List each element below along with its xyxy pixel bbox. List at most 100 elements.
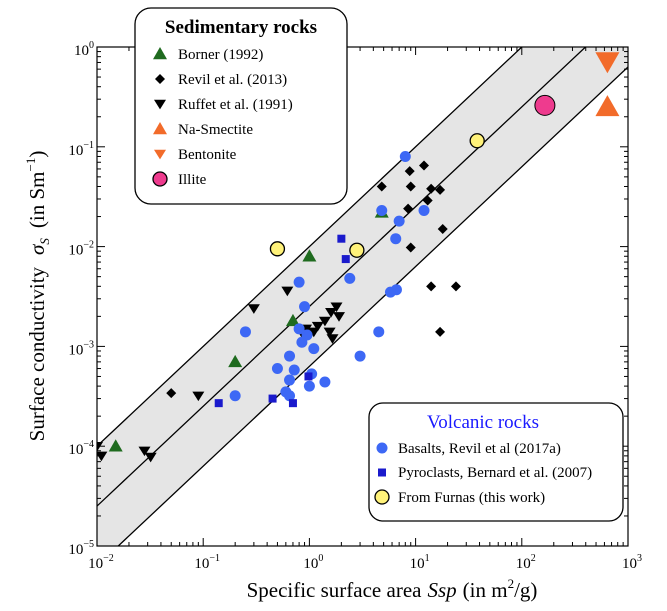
data-point — [293, 323, 305, 335]
legend-entry-na-smectite: Na-Smectite — [178, 122, 253, 138]
y-tick-label: 10−3 — [68, 339, 94, 358]
legend-marker — [374, 489, 390, 505]
series-ruffet-et-al-1991 — [97, 286, 346, 463]
data-point — [281, 286, 294, 297]
data-point — [304, 372, 313, 381]
data-point — [285, 313, 300, 327]
series-pyroclasts-bernard-et-al-2007 — [214, 234, 350, 408]
legend-volcanic-box — [368, 402, 624, 522]
legend-sedimentary-markers — [152, 47, 168, 187]
data-point — [333, 312, 346, 322]
y-tick-label: 100 — [74, 40, 94, 59]
legend-entry-illite: Illite — [178, 172, 207, 188]
legend-marker — [154, 99, 166, 110]
legend-volcanic: Volcanic rocks Basalts, Revil et al (201… — [368, 402, 624, 522]
data-point — [138, 446, 151, 457]
y-tick-label: 10−4 — [68, 439, 94, 458]
x-tick-label: 103 — [622, 553, 642, 572]
data-point — [404, 166, 415, 177]
data-point — [437, 224, 448, 235]
data-point — [318, 316, 331, 327]
data-point — [337, 234, 346, 243]
legend-entry-ruffet: Ruffet et al. (1991) — [178, 97, 293, 113]
data-point — [229, 390, 241, 402]
data-point — [214, 399, 223, 408]
series-from-furnas-this-work — [269, 133, 485, 258]
data-point — [284, 350, 296, 362]
data-point — [595, 95, 620, 117]
legend-marker — [376, 442, 388, 454]
data-point — [405, 242, 416, 253]
x-tick-labels: 10−2 10−1 100 101 102 103 — [88, 553, 642, 572]
legend-volcanic-markers — [374, 442, 390, 505]
data-point — [534, 94, 556, 116]
data-point — [307, 327, 320, 338]
data-point — [469, 133, 485, 149]
data-point — [239, 326, 251, 338]
legend-marker — [154, 149, 166, 160]
legend-marker — [153, 122, 167, 135]
plot-frame — [96, 46, 629, 547]
y-tick-label: 10−5 — [68, 539, 94, 558]
legend-marker — [378, 468, 386, 477]
legend-entry-revil-2013: Revil et al. (2013) — [178, 72, 287, 88]
data-point — [325, 308, 338, 318]
data-point — [450, 281, 461, 292]
legend-sedimentary: Sedimentary rocks Borner (1992) Revil et… — [134, 7, 348, 205]
y-axis-title: Surface conductivityσS(in Sm−1) — [23, 151, 52, 442]
data-point — [341, 255, 350, 264]
data-point — [311, 321, 324, 332]
data-point — [303, 380, 315, 392]
data-point — [269, 241, 286, 257]
data-point — [284, 374, 296, 386]
series-bentonite — [595, 52, 620, 74]
legend-entry-basalts: Basalts, Revil et al (2017a) — [398, 441, 561, 457]
data-point — [268, 394, 277, 403]
data-point — [192, 391, 205, 402]
data-point — [97, 451, 108, 462]
data-point — [108, 439, 123, 452]
series-basalts-revil-et-al-2017a — [229, 150, 430, 402]
legend-entry-borner: Borner (1992) — [178, 47, 263, 63]
legend-marker — [155, 74, 165, 84]
series-na-smectite — [595, 95, 620, 117]
x-tick-label: 10−1 — [194, 553, 220, 572]
data-point — [422, 195, 433, 206]
data-point — [319, 376, 331, 388]
data-point — [302, 249, 317, 262]
data-point — [426, 183, 437, 194]
data-point — [247, 304, 260, 314]
data-point — [399, 150, 411, 162]
legend-entry-furnas: From Furnas (this work) — [398, 490, 545, 506]
y-tick-label: 10−2 — [68, 240, 94, 259]
data-point — [376, 181, 387, 192]
data-point — [330, 302, 343, 313]
data-point — [284, 390, 296, 402]
series-revil-et-al-2013 — [166, 160, 461, 399]
legend-sedimentary-title: Sedimentary rocks — [165, 17, 317, 38]
x-axis-title: Specific surface area Ssp (in m2/g) — [247, 576, 538, 602]
data-point — [299, 301, 311, 313]
data-point — [323, 327, 336, 338]
confidence-band — [97, 47, 628, 546]
x-tick-label: 102 — [516, 553, 536, 572]
data-point — [419, 160, 430, 171]
data-point — [435, 184, 446, 195]
y-tick-label: 10−1 — [68, 140, 94, 159]
reference-line — [97, 47, 587, 507]
data-point — [228, 354, 243, 368]
data-point — [296, 336, 308, 348]
data-point — [97, 442, 103, 452]
data-point — [376, 204, 388, 216]
legend-sedimentary-box — [134, 7, 348, 205]
data-point — [405, 181, 416, 192]
data-point — [403, 203, 414, 214]
data-point — [384, 286, 396, 298]
x-tick-label: 10−2 — [88, 553, 114, 572]
data-point — [595, 52, 620, 74]
series-illite — [534, 94, 556, 116]
data-point — [373, 326, 385, 338]
data-point — [426, 281, 437, 292]
data-point — [344, 272, 356, 284]
data-point — [288, 364, 300, 376]
